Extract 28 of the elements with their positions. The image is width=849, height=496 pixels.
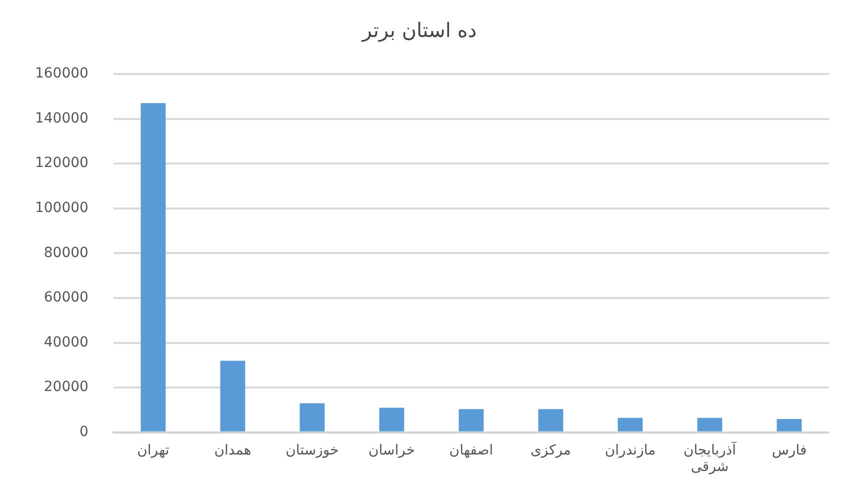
- x-tick-label: آذربایجان شرقی: [683, 440, 738, 476]
- x-tick-label: اصفهان: [449, 442, 494, 458]
- bar: [538, 409, 564, 432]
- bar: [300, 403, 325, 432]
- x-tick-label: تهران: [137, 442, 170, 458]
- x-tick-label: فارس: [772, 442, 807, 458]
- y-tick-label: 100000: [34, 200, 88, 216]
- bar: [618, 418, 643, 432]
- x-tick-label: مرکزی: [530, 442, 572, 458]
- y-tick-label: 120000: [34, 155, 88, 172]
- bar: [220, 360, 246, 432]
- y-tick-label: 20000: [44, 379, 88, 396]
- y-tick-label: 80000: [44, 244, 88, 261]
- y-tick-label: 40000: [44, 334, 88, 350]
- y-tick-label: 160000: [34, 66, 88, 82]
- y-tick-label: 60000: [44, 290, 88, 306]
- x-tick-label: مازندران: [604, 442, 656, 458]
- bar: [697, 418, 722, 432]
- y-tick-label: 0: [80, 424, 88, 440]
- bar: [379, 408, 404, 432]
- x-tick-label: خوزستان: [286, 442, 339, 458]
- bar: [458, 409, 484, 432]
- bar: [776, 418, 802, 432]
- y-tick-label: 140000: [34, 110, 88, 126]
- chart-title: ده استان برتر: [361, 18, 477, 42]
- bar: [140, 103, 166, 432]
- x-tick-label: همدان: [214, 442, 252, 458]
- x-tick-label: خراسان: [368, 442, 415, 458]
